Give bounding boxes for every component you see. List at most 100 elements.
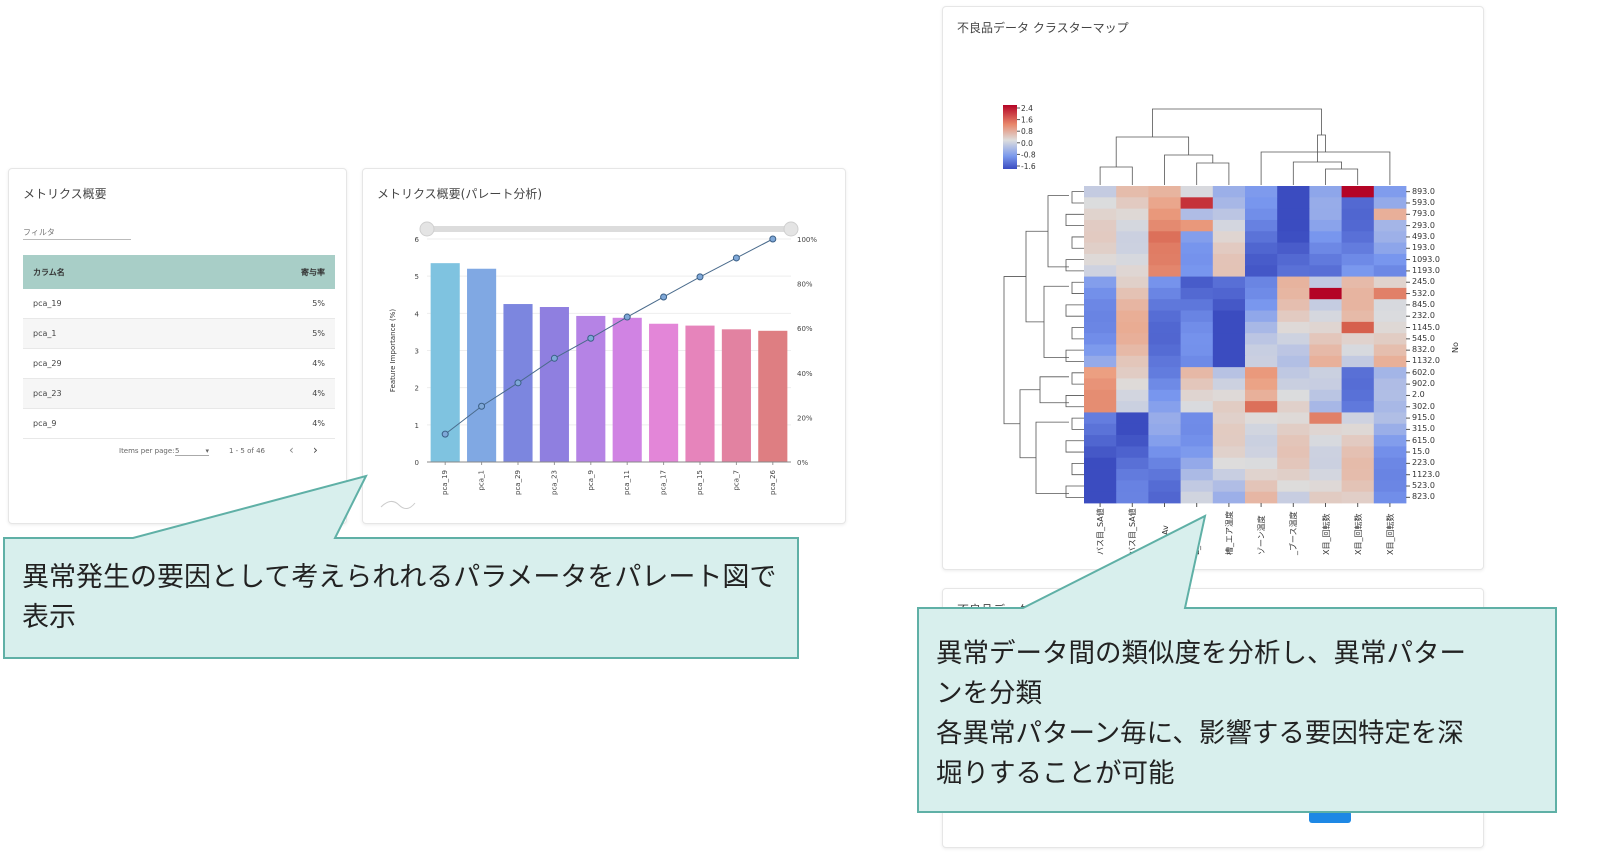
heatmap-cell xyxy=(1245,197,1278,210)
cell-rate: 5% xyxy=(191,289,335,319)
heatmap-cell xyxy=(1148,435,1181,447)
y-tick-label: 1 xyxy=(415,422,419,430)
heatmap-cell xyxy=(1180,186,1214,198)
heatmap-cell xyxy=(1116,186,1149,198)
heatmap-cell xyxy=(1180,344,1214,357)
table-row[interactable]: pca_9 4% xyxy=(23,408,335,439)
cumulative-point[interactable] xyxy=(732,254,740,262)
heatmap-cell xyxy=(1148,321,1181,334)
cumulative-point[interactable] xyxy=(514,379,522,387)
heatmap-cell xyxy=(1212,423,1246,436)
column-label: 槽_エア温度 xyxy=(1224,511,1234,555)
heatmap-cell xyxy=(1084,344,1117,357)
heatmap-cell xyxy=(1084,333,1117,345)
heatmap-cell xyxy=(1148,265,1181,277)
heatmap-cell xyxy=(1148,480,1181,493)
row-dendrogram-branch xyxy=(1071,191,1084,204)
bar[interactable] xyxy=(467,268,497,462)
colorbar-tick-label: -1.6 xyxy=(1021,162,1036,171)
heatmap-cell xyxy=(1116,378,1149,391)
heatmap-cell xyxy=(1373,491,1407,504)
next-page-button[interactable]: › xyxy=(313,443,318,457)
heatmap-cell xyxy=(1084,412,1117,425)
row-dendrogram-branch xyxy=(1071,462,1084,476)
heatmap-cell xyxy=(1341,186,1375,198)
cumulative-point[interactable] xyxy=(660,293,668,301)
heatmap-cell xyxy=(1116,333,1149,345)
items-per-page-select[interactable]: 5 ▾ xyxy=(175,447,209,456)
zoom-slider-handle-left[interactable] xyxy=(419,221,435,237)
row-label: 315.0 xyxy=(1412,424,1435,434)
heatmap-cell xyxy=(1245,253,1278,266)
heatmap-cell xyxy=(1309,469,1342,481)
heatmap-cell xyxy=(1180,253,1214,266)
heatmap-cell xyxy=(1116,299,1149,311)
column-label: X目_回転数 xyxy=(1353,513,1363,555)
heatmap-cell xyxy=(1116,231,1149,244)
clustermap-chart: 2.4 1.6 0.8 0.0 -0.8 -1.6 xyxy=(1003,104,1410,507)
table-row[interactable]: pca_19 5% xyxy=(23,289,335,319)
cumulative-point[interactable] xyxy=(623,313,631,321)
cumulative-point[interactable] xyxy=(441,430,449,438)
bar[interactable] xyxy=(612,317,642,462)
bar[interactable] xyxy=(539,307,569,462)
column-label: X目_回転数 xyxy=(1321,513,1331,555)
heatmap-cell xyxy=(1341,491,1375,504)
table-row[interactable]: pca_1 5% xyxy=(23,318,335,349)
column-header-rate[interactable]: 寄与率 xyxy=(191,255,335,289)
heatmap-cell xyxy=(1148,253,1181,266)
row-label: 602.0 xyxy=(1412,367,1435,377)
filter-input[interactable] xyxy=(23,225,131,240)
cumulative-point[interactable] xyxy=(587,334,595,342)
table-row[interactable]: pca_29 4% xyxy=(23,348,335,379)
bar[interactable] xyxy=(649,323,679,462)
heatmap-cell xyxy=(1212,355,1246,368)
row-label: 15.0 xyxy=(1412,447,1430,457)
column-label: バス目_SA値 xyxy=(1096,508,1106,555)
bar[interactable] xyxy=(721,329,751,462)
cumulative-point[interactable] xyxy=(696,273,704,281)
heatmap-cell xyxy=(1373,321,1407,334)
items-per-page-label: Items per page: xyxy=(119,447,175,455)
cumulative-point[interactable] xyxy=(478,402,486,410)
heatmap-cell xyxy=(1341,253,1375,266)
heatmap-cell xyxy=(1277,491,1310,504)
colorbar-tick-label: 0.8 xyxy=(1021,127,1033,136)
heatmap-cell xyxy=(1116,412,1149,425)
cumulative-point[interactable] xyxy=(769,235,777,243)
heatmap-cell xyxy=(1373,344,1407,357)
row-label: 545.0 xyxy=(1412,333,1435,343)
heatmap-cell xyxy=(1180,457,1214,470)
heatmap-cell xyxy=(1148,401,1181,413)
cumulative-point[interactable] xyxy=(550,354,558,362)
colorbar-tick-label: 2.4 xyxy=(1021,104,1033,113)
heatmap-cell xyxy=(1373,276,1407,289)
heatmap-cell xyxy=(1212,242,1246,255)
lower-card-action-button[interactable] xyxy=(1309,811,1351,823)
lower-card-title: 不良品データ xyxy=(957,603,1030,617)
heatmap-cell xyxy=(1277,401,1310,413)
y-tick-label: 0 xyxy=(415,459,419,467)
row-dendrogram-branch xyxy=(1071,417,1084,430)
column-header-name[interactable]: カラム名 xyxy=(23,255,192,289)
heatmap-cell xyxy=(1180,355,1214,368)
previous-page-button[interactable]: ‹ xyxy=(289,443,294,457)
heatmap-cell xyxy=(1212,378,1246,391)
bar[interactable] xyxy=(430,263,460,462)
bar[interactable] xyxy=(758,330,788,462)
heatmap-cell xyxy=(1309,276,1342,289)
heatmap-cell xyxy=(1245,242,1278,255)
table-row[interactable]: pca_23 4% xyxy=(23,378,335,409)
heatmap-cell xyxy=(1212,276,1246,289)
bar[interactable] xyxy=(685,325,715,462)
zoom-slider-handle-right[interactable] xyxy=(783,221,799,237)
heatmap-cell xyxy=(1373,435,1407,447)
heatmap-cell xyxy=(1341,480,1375,493)
y2-tick-label: 100% xyxy=(797,236,817,244)
heatmap-cell xyxy=(1116,457,1149,470)
page-range-label: 1 - 5 of 46 xyxy=(229,447,265,455)
heatmap-cell xyxy=(1309,389,1342,402)
heatmap-cell xyxy=(1341,344,1375,357)
heatmap-cell xyxy=(1341,423,1375,436)
